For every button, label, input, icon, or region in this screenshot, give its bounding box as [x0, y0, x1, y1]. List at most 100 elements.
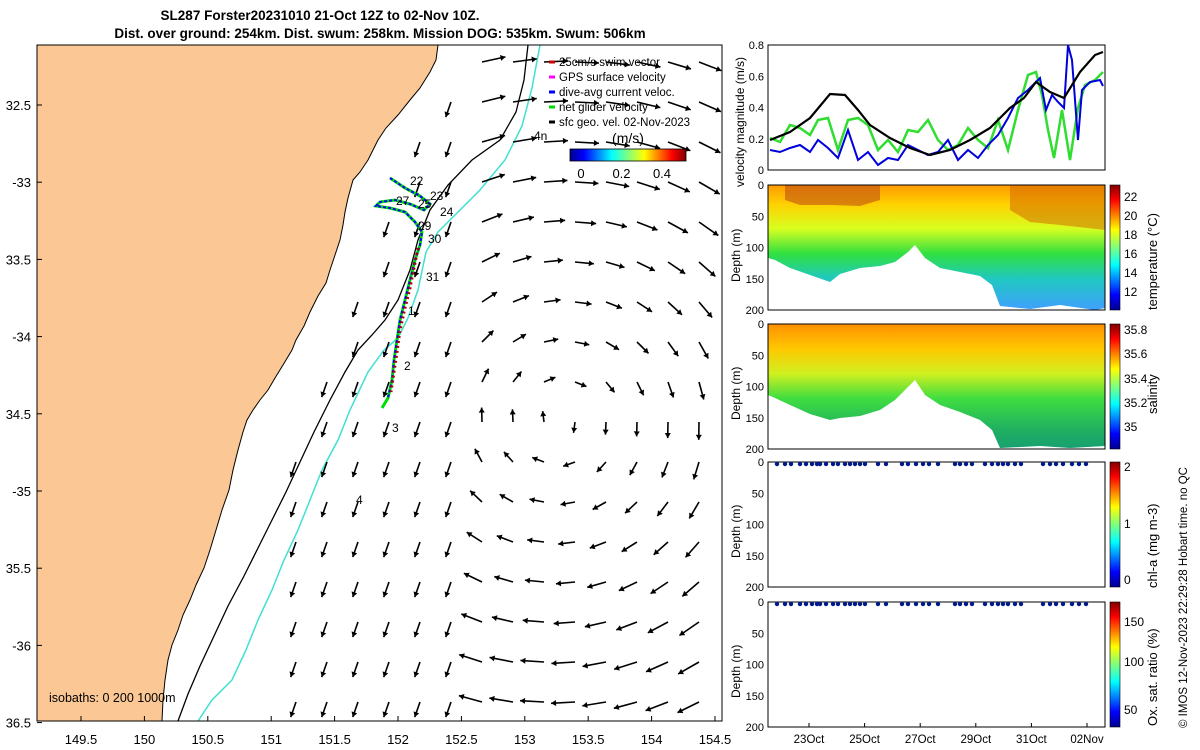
- surface-point: [989, 601, 995, 607]
- velocity-arrow-head: [351, 631, 358, 638]
- track-day-label: 24: [440, 205, 454, 219]
- salinity-panel[interactable]: 0 50 100 150 200 35.8 35.6 35.4 35.2 35 Depth (m…: [729, 319, 1160, 456]
- velocity-arrow-head: [351, 711, 358, 718]
- velocity-panel[interactable]: 0 0.2 0.4 0.6 0.8 velocity magnitude (m/s): [733, 40, 1106, 187]
- time-tick-label: 02Nov: [1070, 734, 1103, 746]
- depth-tick-label: 0: [758, 457, 764, 469]
- velocity-arrow-head: [382, 231, 389, 238]
- velocity-arrow-head: [494, 575, 500, 581]
- cbar-tick-label: 16: [1124, 247, 1138, 261]
- velocity-ytick-label: 0.8: [749, 40, 764, 52]
- velocity-arrow-head: [444, 711, 451, 718]
- velocity-arrow-head: [679, 630, 686, 636]
- lat-tick-label: 32.5: [6, 98, 31, 113]
- surface-point: [1083, 461, 1089, 467]
- velocity-arrow-head: [714, 147, 721, 154]
- velocity-arrow-head: [489, 655, 496, 662]
- oxygen-panel[interactable]: 0 50 100 150 200 150 100 50 Depth (m) Ox. sat.…: [729, 597, 1160, 746]
- surface-point: [847, 461, 853, 467]
- surface-point: [883, 601, 889, 607]
- velocity-arrow-head: [676, 309, 683, 315]
- speed-colorbar: [569, 148, 687, 162]
- lon-tick-label: 150.5: [192, 732, 225, 747]
- velocity-arrow-head: [593, 140, 599, 147]
- track-day-label: 22: [410, 174, 424, 188]
- velocity-arrow-head: [320, 471, 327, 478]
- depth-tick-label: 200: [746, 444, 764, 456]
- velocity-arrow-head: [709, 270, 716, 277]
- depth-tick-label: 100: [746, 520, 764, 532]
- surface-point: [803, 461, 809, 467]
- temperature-cbar-label: temperature (°C): [1145, 213, 1160, 310]
- surface-point: [1012, 461, 1018, 467]
- lon-tick-label: 150: [134, 732, 156, 747]
- velocity-arrow-head: [444, 391, 451, 398]
- velocity-arrow-head: [444, 431, 451, 438]
- track-day-label: 4: [356, 493, 363, 507]
- velocity-arrow-head: [584, 622, 591, 629]
- velocity-arrow-head: [530, 175, 537, 182]
- surface-point: [963, 601, 969, 607]
- temperature-panel[interactable]: 0 50 100 150 200 22 20 18 16 14 12 Depth (m) temp…: [729, 180, 1160, 317]
- velocity-arrow-head: [532, 456, 538, 463]
- velocity-arrow-head: [520, 334, 526, 340]
- velocity-arrow-head: [351, 671, 358, 678]
- surface-point: [1000, 461, 1006, 467]
- velocity-arrow-head: [413, 511, 420, 518]
- velocity-arrow-head: [713, 188, 720, 195]
- lat-tick-label: -33: [12, 175, 31, 190]
- velocity-arrow-head: [616, 303, 622, 310]
- velocity-arrow-head: [351, 471, 358, 478]
- velocity-arrow-head: [524, 577, 531, 584]
- surface-point: [1069, 461, 1075, 467]
- temperature-warm-patch-2: [1010, 185, 1105, 230]
- velocity-arrow-head: [444, 631, 451, 638]
- velocity-arrow-head: [682, 227, 688, 234]
- velocity-arrow-head: [613, 344, 620, 350]
- oxygen-depth-label: Depth (m): [729, 645, 743, 698]
- velocity-arrow-head: [592, 504, 599, 510]
- velocity-arrow-head: [629, 469, 635, 476]
- surface-point: [823, 601, 829, 607]
- velocity-arrow-head: [638, 389, 645, 396]
- velocity-arrow-head: [444, 511, 451, 518]
- velocity-arrow-head: [444, 311, 451, 318]
- velocity-arrow-head: [289, 591, 296, 598]
- velocity-arrow-head: [621, 546, 628, 552]
- velocity-arrow-head: [645, 705, 652, 712]
- depth-tick-label: 100: [746, 382, 764, 394]
- surface-point: [989, 461, 995, 467]
- velocity-arrow-head: [444, 111, 451, 118]
- velocity-arrow-head: [684, 187, 690, 193]
- sfc-geo-velocity-line: [769, 50, 1104, 157]
- track-day-label: 3: [392, 421, 399, 435]
- depth-tick-label: 100: [746, 660, 764, 672]
- cbar-tick-label: 20: [1124, 209, 1138, 223]
- surface-point: [852, 461, 858, 467]
- cbar-tick-label: 50: [1124, 703, 1138, 717]
- velocity-arrow-head: [444, 351, 451, 358]
- velocity-arrow-head: [351, 431, 358, 438]
- velocity-arrow-head: [523, 294, 529, 301]
- velocity-arrow-head: [625, 507, 631, 514]
- cbar-tick-label: 35.8: [1124, 323, 1148, 337]
- velocity-arrow-head: [588, 260, 594, 267]
- velocity-arrow-head: [593, 99, 599, 106]
- velocity-arrow-head: [715, 66, 722, 72]
- velocity-arrow-head: [413, 711, 420, 718]
- velocity-arrow-head: [520, 657, 526, 664]
- isobaths-label: isobaths: 0 200 1000m: [49, 691, 175, 705]
- depth-tick-label: 200: [746, 305, 764, 317]
- depth-tick-label: 50: [752, 488, 764, 500]
- cbar-tick-label: 150: [1124, 615, 1144, 629]
- velocity-arrow-head: [382, 671, 389, 678]
- surface-point: [774, 601, 780, 607]
- velocity-ytick-label: 0: [758, 165, 764, 177]
- latitude-ticks: 32.5 -33 33.5 -34 34.5 -35 35.5 -36 36.5: [6, 98, 42, 731]
- chla-panel[interactable]: 0 50 100 150 200 2 1 0 Depth (m) chl-a (mg m-3…: [729, 457, 1160, 594]
- surface-point: [809, 461, 815, 467]
- velocity-arrow-head: [646, 306, 653, 312]
- surface-point: [862, 601, 868, 607]
